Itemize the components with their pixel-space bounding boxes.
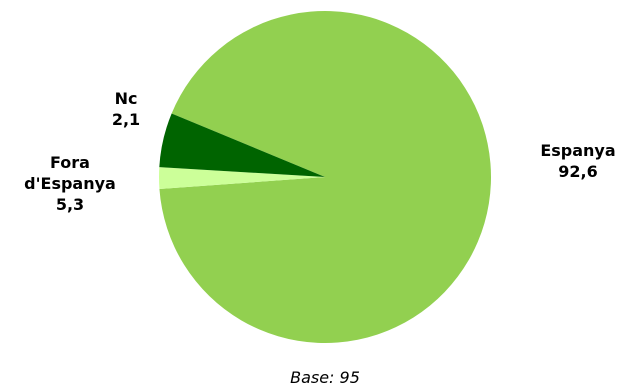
pie-slice-nc <box>159 167 325 189</box>
pie-slice-espanya <box>159 11 491 344</box>
slice-label-nc: Nc 2,1 <box>112 89 140 129</box>
base-footnote: Base: 95 <box>290 368 360 387</box>
pie-slices <box>159 11 491 344</box>
slice-label-espanya: Espanya 92,6 <box>540 141 615 181</box>
slice-labels: Espanya 92,6 Nc 2,1 Fora d'Espanya 5,3 <box>24 89 616 214</box>
slice-label-fora-d-espanya: Fora d'Espanya 5,3 <box>24 153 116 214</box>
pie-slice-fora-d-espanya <box>159 113 325 177</box>
